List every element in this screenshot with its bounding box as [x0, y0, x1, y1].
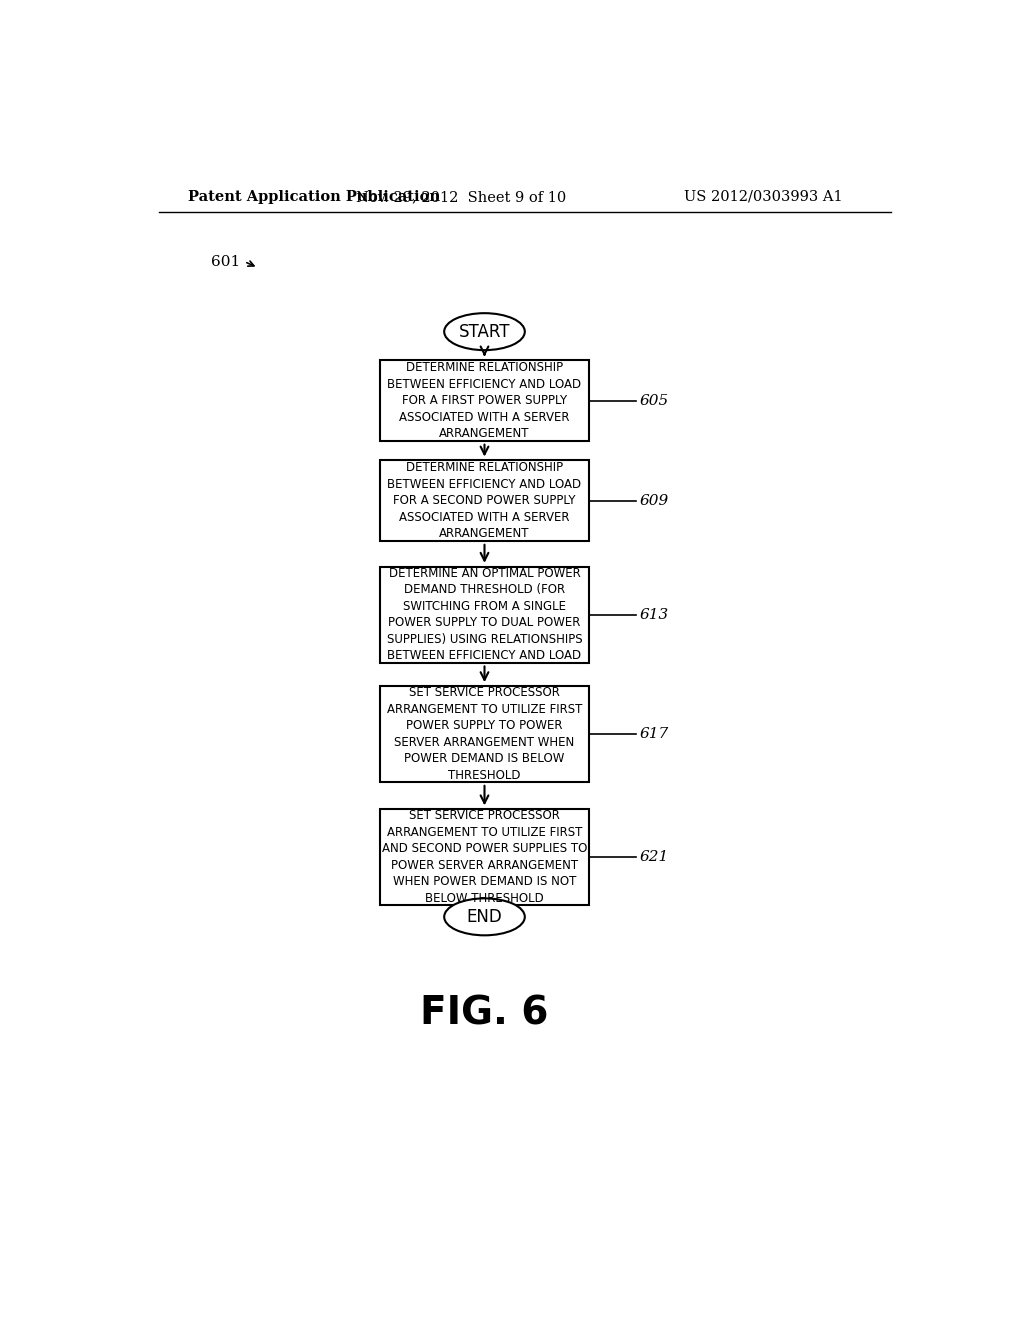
Text: DETERMINE RELATIONSHIP
BETWEEN EFFICIENCY AND LOAD
FOR A SECOND POWER SUPPLY
ASS: DETERMINE RELATIONSHIP BETWEEN EFFICIENC… — [387, 461, 582, 540]
Text: Nov. 29, 2012  Sheet 9 of 10: Nov. 29, 2012 Sheet 9 of 10 — [356, 190, 566, 203]
Bar — [380, 461, 589, 541]
Text: 601: 601 — [211, 255, 241, 269]
Bar — [380, 566, 589, 663]
Bar — [380, 686, 589, 781]
Text: START: START — [459, 322, 510, 341]
Text: SET SERVICE PROCESSOR
ARRANGEMENT TO UTILIZE FIRST
AND SECOND POWER SUPPLIES TO
: SET SERVICE PROCESSOR ARRANGEMENT TO UTI… — [382, 809, 587, 906]
Ellipse shape — [444, 313, 524, 350]
Text: DETERMINE RELATIONSHIP
BETWEEN EFFICIENCY AND LOAD
FOR A FIRST POWER SUPPLY
ASSO: DETERMINE RELATIONSHIP BETWEEN EFFICIENC… — [387, 362, 582, 440]
Ellipse shape — [444, 899, 524, 936]
Text: END: END — [467, 908, 503, 925]
Text: 617: 617 — [640, 727, 669, 741]
Text: 613: 613 — [640, 607, 669, 622]
Bar — [380, 360, 589, 441]
Text: Patent Application Publication: Patent Application Publication — [188, 190, 440, 203]
Bar — [380, 809, 589, 906]
Text: FIG. 6: FIG. 6 — [420, 994, 549, 1032]
Text: 621: 621 — [640, 850, 669, 865]
Text: DETERMINE AN OPTIMAL POWER
DEMAND THRESHOLD (FOR
SWITCHING FROM A SINGLE
POWER S: DETERMINE AN OPTIMAL POWER DEMAND THRESH… — [387, 566, 583, 663]
Text: SET SERVICE PROCESSOR
ARRANGEMENT TO UTILIZE FIRST
POWER SUPPLY TO POWER
SERVER : SET SERVICE PROCESSOR ARRANGEMENT TO UTI… — [387, 686, 583, 781]
Text: 609: 609 — [640, 494, 669, 508]
Text: 605: 605 — [640, 393, 669, 408]
Text: US 2012/0303993 A1: US 2012/0303993 A1 — [684, 190, 843, 203]
